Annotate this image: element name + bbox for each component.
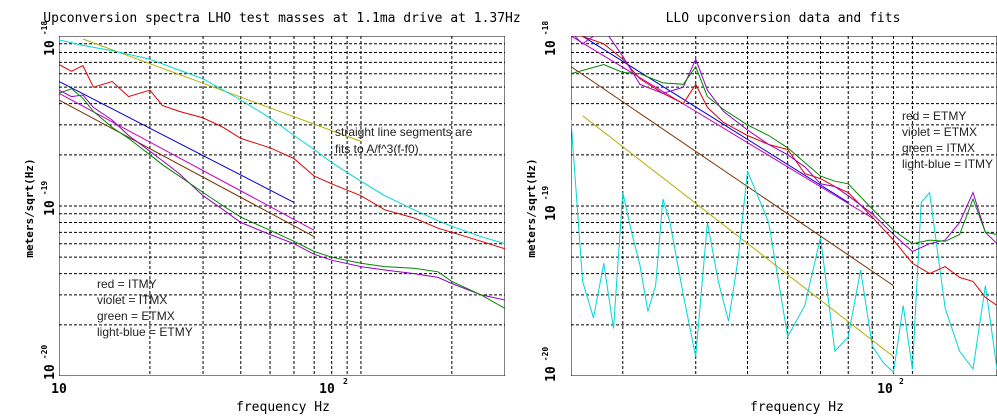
annotation-text: fits to A/f^3(f-f0) [335, 142, 419, 156]
y-tick-label: 10 [544, 366, 559, 382]
y-tick-exponent: -19 [541, 186, 550, 201]
y-tick-label: 10 [43, 364, 58, 380]
legend: red = ETMY violet = ETMX green = ITMX li… [902, 109, 993, 171]
x-axis-label: frequency Hz [750, 400, 844, 415]
fit-line [59, 81, 295, 203]
y-tick-exponent: -19 [40, 181, 49, 196]
y-tick-exponent: -20 [541, 347, 550, 362]
grid [571, 36, 997, 376]
fit-line [82, 38, 362, 142]
x-tick-exponent: 2 [343, 377, 348, 386]
llo-chart: LLO upconversion data and fits frequency… [525, 11, 997, 415]
x-tick-exponent: 2 [899, 377, 904, 386]
legend-text: light-blue = ITMY [902, 157, 993, 171]
series-line [59, 89, 505, 301]
x-tick-label: 10 [319, 382, 335, 397]
fit-line [59, 99, 315, 238]
y-tick-exponent: -20 [40, 345, 49, 360]
series-line [571, 63, 997, 245]
fit-line [571, 36, 873, 219]
legend-text: red = ETMY [902, 109, 966, 123]
y-tick-label: 10 [544, 205, 559, 221]
annotations: straight line segments are fits to A/f^3… [97, 125, 473, 339]
legend-text: violet = ETMX [902, 125, 977, 139]
legend-text: red = ITMY [97, 277, 157, 291]
y-tick-exponent: -18 [541, 21, 550, 36]
annotation-text: straight line segments are [335, 125, 473, 139]
fit-line [59, 92, 315, 231]
legend-text: violet = ITMX [97, 293, 167, 307]
tick-labels: 10 2 10 -18 10 -19 10 -20 [541, 21, 904, 397]
legend-text: green = ETMX [97, 309, 175, 323]
series-line [59, 39, 505, 245]
y-axis-label: meters/sqrt(Hz) [23, 158, 36, 257]
x-tick-label: 10 [877, 382, 893, 397]
x-tick-label: 10 [51, 382, 67, 397]
fit-line [582, 115, 894, 358]
lho-chart: Upconversion spectra LHO test masses at … [23, 11, 521, 415]
y-tick-label: 10 [544, 40, 559, 56]
grid [59, 36, 505, 376]
series-line [571, 120, 997, 374]
chart-title: LLO upconversion data and fits [666, 11, 901, 26]
fit-line [581, 36, 849, 203]
plot-area [59, 38, 505, 309]
y-axis-label: meters/sqrt(Hz) [525, 158, 538, 257]
tick-labels: 10 10 2 10 -18 10 -19 10 -20 [40, 21, 348, 397]
series-line [59, 64, 505, 250]
legend-text: light-blue = ETMY [97, 325, 193, 339]
legend-text: green = ITMX [902, 141, 975, 155]
chart-title: Upconversion spectra LHO test masses at … [43, 11, 520, 26]
y-tick-label: 10 [43, 40, 58, 56]
fit-line [571, 66, 894, 287]
y-tick-label: 10 [43, 200, 58, 216]
series-line [59, 88, 505, 309]
plot-area [571, 36, 997, 374]
y-tick-exponent: -18 [40, 21, 49, 36]
x-axis-label: frequency Hz [236, 400, 330, 415]
